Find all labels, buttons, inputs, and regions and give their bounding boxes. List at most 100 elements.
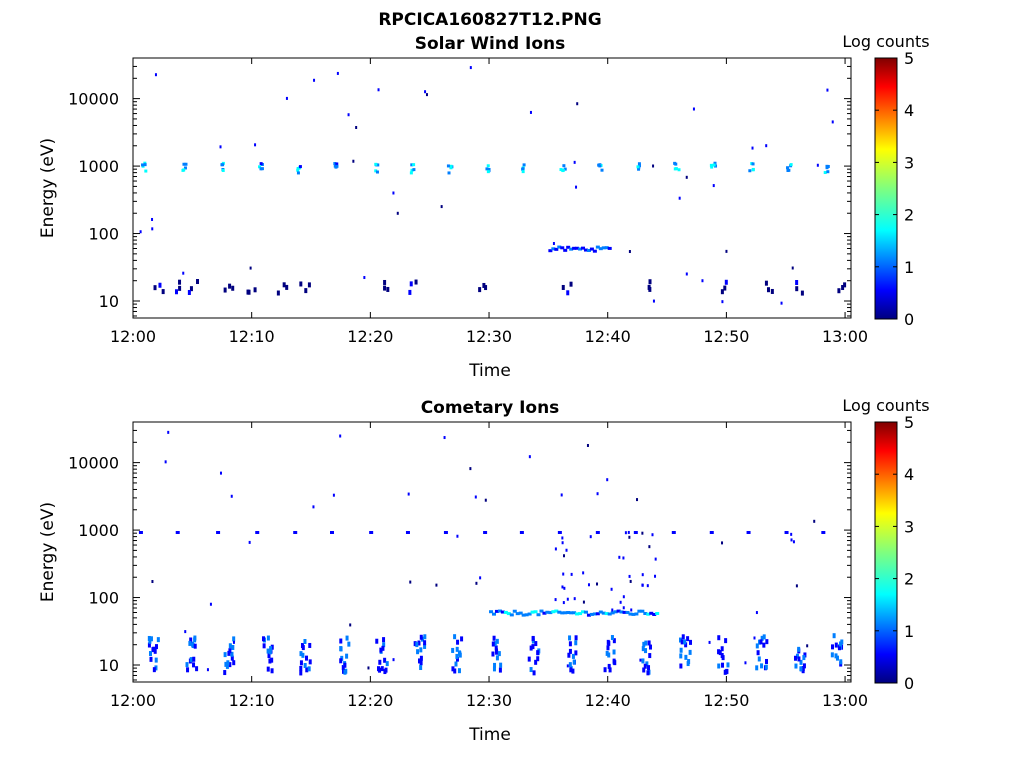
spectrogram-cell bbox=[479, 576, 482, 580]
spectrogram-cell bbox=[720, 646, 724, 652]
spectrogram-cell bbox=[647, 665, 651, 671]
spectrogram-cell bbox=[154, 644, 158, 650]
spectrogram-cell bbox=[765, 144, 768, 148]
spectrogram-cell bbox=[457, 668, 461, 674]
spectrogram-cell bbox=[673, 161, 677, 165]
spectrogram-cell bbox=[491, 641, 495, 647]
colorbar-ticks: 0 1 2 3 4 5 bbox=[875, 413, 914, 693]
spectrogram-cell bbox=[499, 662, 503, 668]
spectrogram-cell bbox=[618, 555, 621, 559]
spectrogram-cell bbox=[425, 93, 428, 97]
spectrogram-cell bbox=[409, 281, 413, 287]
spectrogram-cell bbox=[254, 143, 257, 147]
spectrogram-cell bbox=[651, 533, 654, 537]
spectrogram-cell bbox=[751, 146, 754, 150]
spectrogram-cell bbox=[419, 647, 423, 653]
spectrogram-cell bbox=[352, 159, 355, 163]
spectrogram-cell bbox=[551, 247, 556, 251]
spectrogram-cell bbox=[569, 667, 573, 673]
colorbar bbox=[874, 57, 898, 320]
spectrogram-cell bbox=[149, 636, 153, 642]
spectrogram-cell bbox=[175, 530, 180, 534]
x-tick-label: 12:40 bbox=[585, 691, 631, 710]
spectrogram-cell bbox=[563, 586, 566, 590]
spectrogram-cell bbox=[144, 169, 148, 173]
spectrogram-cell bbox=[335, 164, 339, 168]
spectrogram-cell bbox=[455, 653, 459, 659]
spectrogram-cell bbox=[299, 281, 303, 287]
colorbar-tick-label: 1 bbox=[904, 258, 914, 277]
spectrogram-cell bbox=[270, 644, 274, 650]
spectrogram-cell bbox=[419, 665, 423, 671]
spectrogram-cell bbox=[182, 168, 186, 172]
spectrogram-cell bbox=[312, 505, 315, 509]
spectrogram-cell bbox=[575, 185, 578, 189]
spectrogram-cell bbox=[624, 531, 627, 535]
y-tick-label: 100 bbox=[88, 589, 119, 608]
spectrogram-cell bbox=[151, 580, 154, 584]
spectrogram-cell bbox=[392, 658, 395, 662]
spectrogram-cell bbox=[560, 493, 563, 497]
spectrogram-cell bbox=[267, 653, 271, 659]
spectrogram-cell bbox=[460, 636, 464, 642]
spectrogram-cell bbox=[677, 168, 681, 172]
spectrogram-cell bbox=[336, 71, 339, 75]
plot-area bbox=[132, 421, 852, 683]
spectrogram-cell bbox=[578, 612, 583, 616]
spectrogram-cell bbox=[578, 247, 583, 251]
spectrogram-cell bbox=[347, 641, 351, 647]
spectrogram-cell bbox=[147, 635, 151, 641]
spectrogram-cell bbox=[760, 635, 764, 641]
spectrogram-cell bbox=[392, 191, 395, 195]
spectrogram-cell bbox=[221, 163, 225, 167]
spectrogram-cell bbox=[416, 649, 420, 655]
spectrogram-cell bbox=[598, 247, 603, 251]
spectrogram-cell bbox=[601, 611, 606, 615]
spectrogram-cell bbox=[795, 653, 799, 659]
spectrogram-cell bbox=[225, 663, 229, 669]
spectrogram-cell bbox=[183, 166, 187, 170]
spectrogram-cell bbox=[193, 643, 197, 649]
spectrogram-cell bbox=[561, 541, 564, 545]
spectrogram-cell bbox=[495, 649, 499, 655]
spectrogram-cell bbox=[806, 644, 809, 648]
spectrogram-cell bbox=[813, 519, 816, 523]
spectrogram-cell bbox=[299, 660, 303, 666]
y-axis-label: Energy (eV) bbox=[38, 138, 58, 238]
spectrogram-cell bbox=[339, 638, 343, 644]
spectrogram-cell bbox=[628, 250, 631, 254]
spectrogram-cell bbox=[569, 247, 574, 251]
spectrogram-cell bbox=[486, 164, 490, 168]
spectrogram-cell bbox=[529, 110, 532, 114]
spectrogram-cell bbox=[492, 666, 496, 672]
spectrogram-cell bbox=[339, 646, 343, 652]
colorbar-label: Log counts bbox=[842, 32, 929, 51]
spectrogram-cell bbox=[721, 300, 724, 304]
spectrogram-cell bbox=[723, 285, 727, 291]
spectrogram-cell bbox=[343, 669, 347, 675]
spectrogram-cell bbox=[154, 657, 158, 663]
spectrogram-cell bbox=[307, 282, 311, 288]
spectrogram-cell bbox=[562, 601, 565, 605]
colorbar-tick-label: 2 bbox=[904, 206, 914, 225]
colorbar-tick-label: 5 bbox=[904, 413, 914, 432]
x-tick-label: 12:00 bbox=[110, 691, 156, 710]
spectrogram-cell bbox=[604, 612, 609, 616]
spectrogram-cell bbox=[646, 670, 650, 676]
spectrogram-cell bbox=[565, 548, 568, 552]
spectrogram-cell bbox=[575, 246, 580, 250]
spectrogram-cell bbox=[641, 583, 644, 587]
spectrogram-cell bbox=[268, 658, 272, 664]
spectrogram-cell bbox=[304, 288, 308, 294]
spectrogram-cell bbox=[721, 541, 724, 545]
spectrogram-cell bbox=[572, 611, 577, 615]
spectrogram-cell bbox=[530, 610, 535, 614]
colorbar bbox=[874, 421, 898, 684]
spectrogram-cell bbox=[223, 670, 227, 676]
spectrogram-cell bbox=[454, 661, 458, 667]
spectrogram-cell bbox=[622, 606, 625, 610]
spectrogram-cell bbox=[582, 600, 585, 604]
spectrogram-cell bbox=[841, 285, 845, 291]
spectrogram-cell bbox=[355, 125, 358, 129]
spectrogram-cell bbox=[189, 637, 193, 643]
